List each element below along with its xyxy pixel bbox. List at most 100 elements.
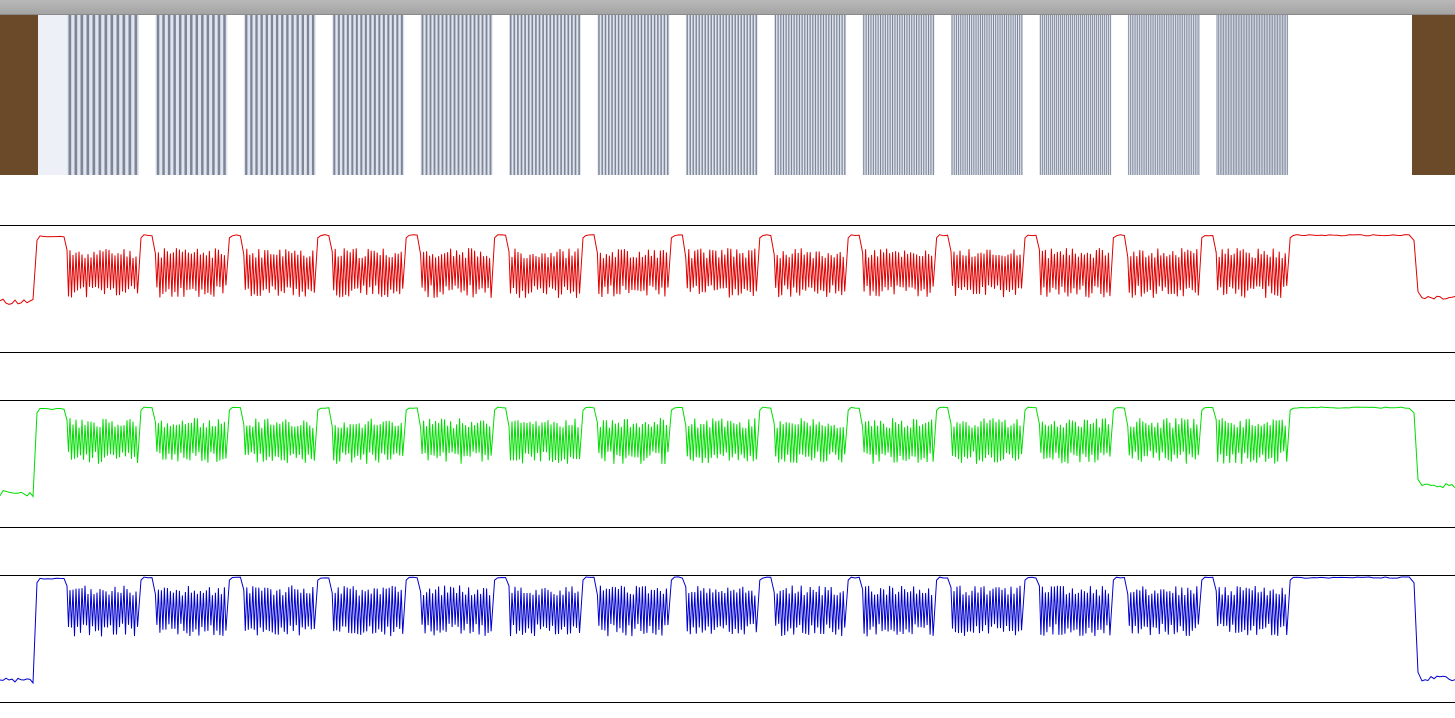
bar-line bbox=[999, 15, 1001, 175]
bar-line bbox=[1041, 15, 1043, 175]
bar-line bbox=[542, 15, 544, 175]
bar-line bbox=[92, 15, 96, 175]
bar-line bbox=[1275, 15, 1277, 175]
bar-line bbox=[306, 15, 310, 175]
bar-line bbox=[1267, 15, 1269, 175]
bar-line bbox=[880, 15, 882, 175]
bar-line bbox=[960, 15, 962, 175]
bar-line bbox=[698, 15, 700, 175]
bar-line bbox=[1278, 15, 1280, 175]
bar-line bbox=[1241, 15, 1242, 175]
bar-line bbox=[346, 15, 349, 175]
bar-line bbox=[1286, 15, 1288, 175]
bar-line bbox=[1087, 15, 1089, 175]
bar-line bbox=[971, 15, 973, 175]
bar-line bbox=[1224, 15, 1226, 175]
bar-line bbox=[1075, 15, 1077, 175]
bar-line bbox=[788, 15, 790, 175]
bar-line bbox=[728, 15, 730, 175]
bar-line bbox=[822, 15, 825, 175]
bar-line bbox=[1003, 15, 1005, 175]
bar-line bbox=[217, 15, 221, 175]
bar-line bbox=[469, 15, 472, 175]
bar-line bbox=[801, 15, 803, 175]
bar-line bbox=[644, 15, 646, 175]
bar-line bbox=[1091, 15, 1093, 175]
bar-line bbox=[311, 15, 315, 175]
bar-line bbox=[1226, 15, 1228, 175]
bar-group bbox=[243, 15, 316, 175]
bar-line bbox=[875, 15, 877, 175]
bar-line bbox=[212, 15, 215, 175]
bar-line bbox=[74, 15, 78, 175]
bar-line bbox=[1231, 15, 1233, 175]
bar-line bbox=[481, 15, 484, 175]
bar-line bbox=[713, 15, 715, 175]
bar-line bbox=[1099, 15, 1101, 175]
bar-line bbox=[1142, 15, 1144, 175]
bar-line bbox=[660, 15, 662, 175]
bar-line bbox=[785, 15, 787, 175]
bar-line bbox=[1140, 15, 1142, 175]
bar-line bbox=[1262, 15, 1264, 175]
bar-line bbox=[1135, 15, 1137, 175]
bar-line bbox=[1017, 15, 1018, 175]
bar-line bbox=[975, 15, 977, 175]
bar-line bbox=[1069, 15, 1071, 175]
bar-group bbox=[1216, 15, 1289, 175]
bar-line bbox=[1185, 15, 1187, 175]
bar-line bbox=[1148, 15, 1149, 175]
bar-line bbox=[1244, 15, 1246, 175]
bar-line bbox=[1053, 15, 1055, 175]
bar-line bbox=[814, 15, 817, 175]
bar-line bbox=[351, 15, 354, 175]
bar-line bbox=[245, 15, 248, 175]
bar-line bbox=[1153, 15, 1155, 175]
bar-line bbox=[1282, 15, 1283, 175]
bar-line bbox=[962, 15, 964, 175]
bar-line bbox=[923, 15, 925, 175]
bar-line bbox=[556, 15, 559, 175]
bar-group bbox=[155, 15, 228, 175]
bar-line bbox=[1133, 15, 1135, 175]
bar-line bbox=[281, 15, 284, 175]
bar-line bbox=[896, 15, 898, 175]
bar-line bbox=[958, 15, 960, 175]
bar-line bbox=[1160, 15, 1162, 175]
bar-group-background bbox=[420, 15, 493, 175]
bar-line bbox=[977, 15, 979, 175]
bar-line bbox=[1128, 15, 1130, 175]
bar-line bbox=[473, 15, 476, 175]
bar-group-background bbox=[1039, 15, 1112, 175]
bar-line bbox=[1189, 15, 1191, 175]
bar-line bbox=[838, 15, 841, 175]
bar-line bbox=[817, 15, 819, 175]
bar-line bbox=[527, 15, 530, 175]
bar-line bbox=[601, 15, 603, 175]
wood-edge-right bbox=[1412, 15, 1455, 175]
bar-line bbox=[206, 15, 210, 175]
bar-line bbox=[1259, 15, 1260, 175]
bar-line bbox=[904, 15, 906, 175]
bar-line bbox=[995, 15, 997, 175]
bar-line bbox=[1047, 15, 1049, 175]
bar-line bbox=[1089, 15, 1091, 175]
bar-line bbox=[725, 15, 727, 175]
bar-line bbox=[437, 15, 440, 175]
bar-line bbox=[1198, 15, 1200, 175]
bar-line bbox=[1081, 15, 1083, 175]
bar-line bbox=[1144, 15, 1146, 175]
bar-line bbox=[1061, 15, 1063, 175]
bar-group-background bbox=[509, 15, 581, 175]
bar-line bbox=[400, 15, 403, 175]
bar-line bbox=[1191, 15, 1193, 175]
bar-line bbox=[270, 15, 274, 175]
bar-line bbox=[692, 15, 694, 175]
bar-line bbox=[567, 15, 570, 175]
bar-line bbox=[627, 15, 630, 175]
bar-line bbox=[634, 15, 636, 175]
bar-line bbox=[1229, 15, 1231, 175]
bar-line bbox=[707, 15, 709, 175]
bar-line bbox=[755, 15, 757, 175]
bar-line bbox=[441, 15, 444, 175]
